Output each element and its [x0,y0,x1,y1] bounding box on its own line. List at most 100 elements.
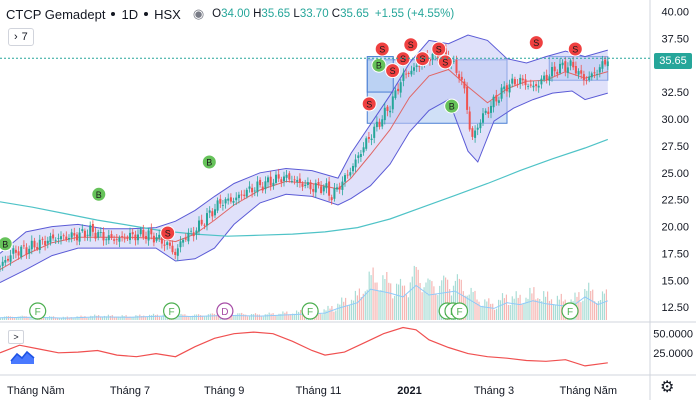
low-label: L [293,8,300,20]
candle-body [394,90,397,98]
volume-bar [580,302,582,320]
close-value: 35.65 [340,8,369,20]
volume-bar [300,310,302,320]
sell-marker [385,63,401,79]
candle-body [309,182,312,190]
volume-bar [270,313,272,320]
candle-body [370,138,373,140]
interval-label[interactable]: 1D [121,6,139,22]
candle-body [78,232,81,242]
open-label: O [212,8,222,20]
volume-bar [586,290,588,320]
volume-bar [186,315,188,320]
candle-body [283,176,285,182]
candle-body [344,175,346,182]
candle-body [322,186,325,192]
volume-bar [190,316,192,320]
volume-bar [494,309,496,320]
volume-bar [582,300,584,320]
volume-bar [23,316,25,320]
oscillator-toggle-button[interactable]: > [8,330,24,344]
volume-bar [376,282,378,320]
price-tick-label: 15.00 [661,275,689,287]
volume-bar [427,278,429,320]
candle-body [142,229,145,238]
candle-body [468,111,471,130]
volume-bar [137,315,139,320]
candle-body [145,236,147,240]
volume-bar [425,282,427,320]
symbol-name[interactable]: CTCP Gemadept [6,6,106,22]
volume-bar [511,296,513,320]
volume-bar [64,317,66,320]
candle-body [466,86,469,110]
sell-marker-label: S [436,45,442,55]
exchange-label: HSX [154,6,181,22]
volume-bar [41,317,43,320]
candle-body [516,84,519,86]
candle-body [60,236,62,240]
volume-bar [196,314,198,320]
candle-body [476,127,479,130]
candle-body [25,247,28,255]
volume-bar [360,297,362,320]
volume-bar [9,316,11,320]
gear-icon[interactable]: ⚙ [660,379,675,396]
candle-body [227,198,230,201]
candle-body [407,73,410,74]
volume-bar [470,287,472,320]
candle-body [280,179,283,183]
volume-bar [131,317,133,320]
volume-bar [492,303,494,320]
candle-body [150,228,153,235]
volume-bar [162,314,164,320]
volume-bar [286,311,288,320]
volume-bar [215,314,217,320]
event-marker [301,302,319,320]
volume-bar [317,310,319,320]
time-tick-label: Tháng 11 [296,385,342,397]
volume-bar [280,313,282,320]
candle-body [264,181,267,190]
volume-bar [31,316,33,320]
volume-bar [335,310,337,320]
candle-body [572,61,575,68]
candle-body [490,105,492,113]
volume-bar [70,317,72,320]
volume-bar [209,313,211,320]
volume-bar [478,301,480,320]
volume-bar [325,310,327,320]
volume-bar [456,274,458,320]
eye-icon[interactable]: ◉ [192,6,205,21]
candle-body [158,234,161,239]
candle-body [168,242,171,246]
volume-bar [141,316,143,320]
volume-bar [552,304,555,320]
volume-bar [182,314,184,320]
volume-bar [321,314,323,320]
symbol-legend: CTCP Gemadept 1D HSX ◉ O34.00 H35.65 L33… [6,6,454,22]
candle-body [564,61,567,72]
volume-bar [301,313,304,320]
event-marker [216,302,234,320]
candle-body [325,183,328,189]
candle-body [240,194,243,196]
sell-marker-label: S [572,45,578,55]
candle-body [428,58,431,62]
buy-marker-label: B [449,102,455,112]
volume-bar [499,300,502,320]
candle-body [0,266,1,268]
volume-bar [460,279,462,320]
indicator-collapse-button[interactable]: › 7 [8,28,34,46]
volume-bar [527,298,529,320]
candle-body [312,189,315,192]
volume-bar [113,317,115,320]
volume-bar [541,301,543,320]
volume-bar [84,316,86,320]
candle-body [160,233,163,244]
candle-body [320,186,323,193]
candle-body [397,88,400,92]
volume-bar [435,293,437,320]
volume-bar [323,309,325,320]
